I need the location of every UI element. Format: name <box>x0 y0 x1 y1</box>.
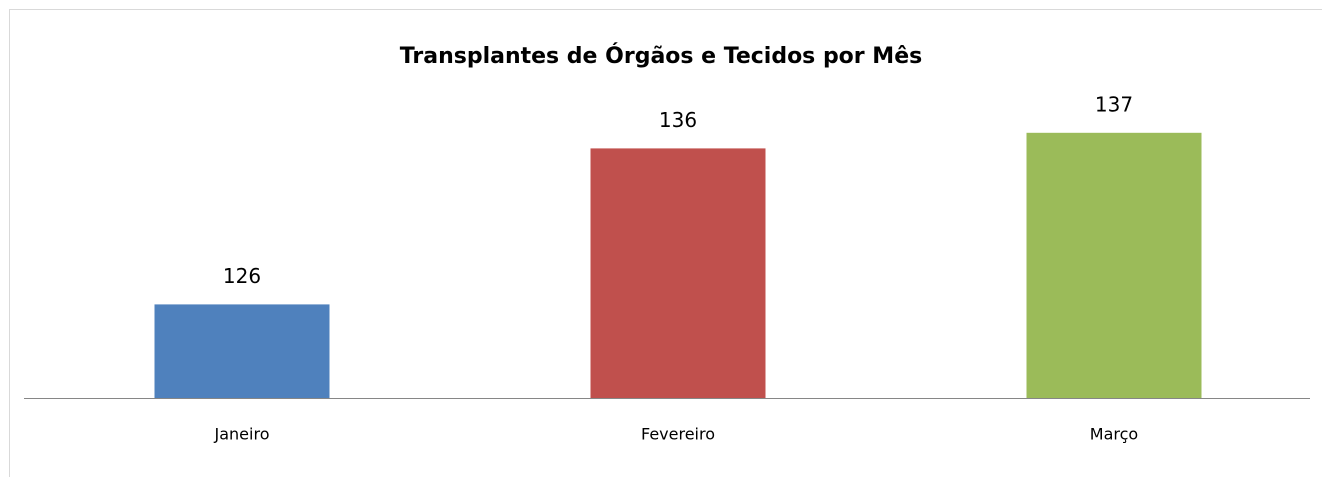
chart-title: Transplantes de Órgãos e Tecidos por Mês <box>400 43 922 69</box>
data-label: 137 <box>1095 92 1133 116</box>
x-tick-label: Janeiro <box>214 425 270 444</box>
bar <box>1027 133 1202 398</box>
x-tick-label: Fevereiro <box>641 425 715 444</box>
bar <box>155 304 330 398</box>
bar <box>591 148 766 398</box>
data-label: 126 <box>223 264 261 288</box>
data-label: 136 <box>659 108 697 132</box>
x-tick-label: Março <box>1090 425 1138 444</box>
